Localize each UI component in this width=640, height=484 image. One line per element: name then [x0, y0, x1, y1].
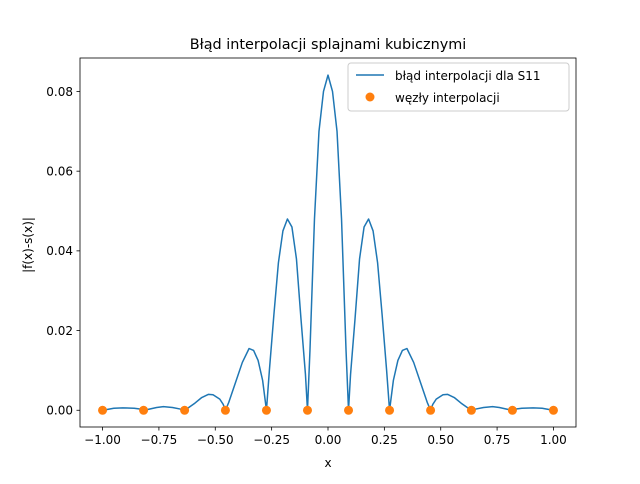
y-tick-label: 0.04	[46, 244, 73, 258]
y-tick-label: 0.08	[46, 85, 73, 99]
node-marker	[180, 405, 190, 415]
node-marker	[548, 405, 558, 415]
y-tick-label: 0.02	[46, 324, 73, 338]
legend-label-nodes: węzły interpolacji	[395, 91, 500, 105]
legend-box	[347, 62, 570, 112]
node-marker	[220, 405, 230, 415]
x-tick-label: −0.50	[197, 433, 234, 447]
chart-title: Błąd interpolacji splajnami kubicznymi	[190, 37, 467, 53]
node-marker	[507, 405, 517, 415]
x-tick-label: −0.75	[141, 433, 178, 447]
node-marker	[139, 405, 149, 415]
node-marker	[426, 405, 436, 415]
node-marker	[466, 405, 476, 415]
x-tick-label: 0.50	[427, 433, 454, 447]
x-tick-label: −0.25	[253, 433, 290, 447]
error-line	[102, 74, 554, 412]
node-marker	[302, 405, 312, 415]
node-marker	[98, 405, 108, 415]
node-marker	[385, 405, 395, 415]
legend: błąd interpolacji dla S11 węzły interpol…	[347, 62, 570, 112]
y-tick-label: 0.06	[46, 164, 73, 178]
plot-area: −1.00 −0.75 −0.50 −0.25 0.00 0.25 0.50 0.75 1.00…	[46, 57, 577, 447]
x-axis-label: x	[324, 456, 331, 470]
legend-marker-swatch	[365, 92, 375, 102]
legend-label-error: błąd interpolacji dla S11	[395, 69, 541, 83]
y-axis-label: |f(x)-s(x)|	[21, 217, 35, 273]
x-tick-label: 0.00	[315, 433, 342, 447]
x-tick-label: 0.25	[371, 433, 398, 447]
x-tick-label: −1.00	[84, 433, 121, 447]
node-marker	[344, 405, 354, 415]
node-marker	[261, 405, 271, 415]
x-tick-label: 1.00	[540, 433, 567, 447]
x-tick-label: 0.75	[484, 433, 511, 447]
y-tick-label: 0.00	[46, 404, 73, 418]
